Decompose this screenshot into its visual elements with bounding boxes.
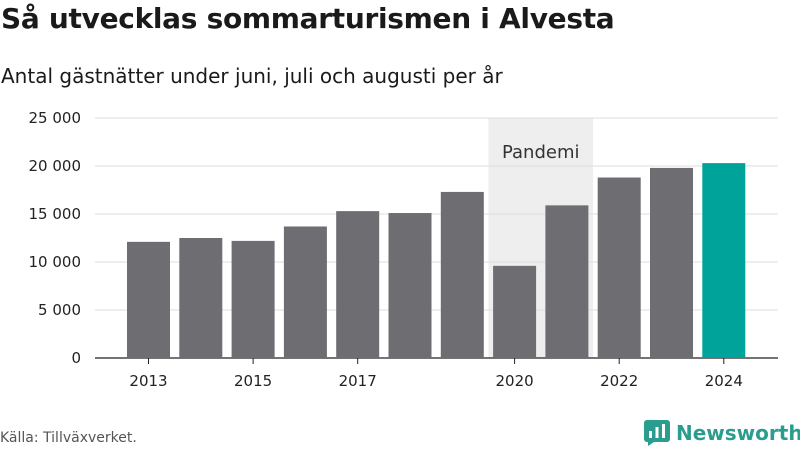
y-tick-label: 25 000 xyxy=(29,109,82,127)
bar-2022 xyxy=(597,177,641,358)
bar-2024 xyxy=(702,163,746,358)
y-tick-label: 10 000 xyxy=(29,253,82,271)
y-tick-label: 15 000 xyxy=(29,205,82,223)
bar-2016 xyxy=(283,226,327,358)
x-tick-label: 2024 xyxy=(705,372,743,390)
x-tick-label: 2013 xyxy=(129,372,167,390)
x-tick-label: 2015 xyxy=(234,372,272,390)
bar-2017 xyxy=(336,211,380,358)
chart-subtitle: Antal gästnätter under juni, juli och au… xyxy=(1,64,503,88)
logo-text: Newsworthy xyxy=(676,421,800,445)
bar-2013 xyxy=(127,241,170,358)
y-tick-label: 0 xyxy=(71,349,81,367)
x-tick-label: 2020 xyxy=(496,372,534,390)
source-note: Källa: Tillväxverket. xyxy=(0,430,137,446)
bar-2020 xyxy=(493,265,537,358)
bar-2018 xyxy=(388,213,432,358)
newsworthy-logo: Newsworthy xyxy=(644,420,800,446)
y-tick-label: 20 000 xyxy=(29,157,82,175)
bar-2023 xyxy=(650,167,693,358)
pandemic-band-label: Pandemi xyxy=(502,142,580,163)
newsworthy-logo-icon xyxy=(644,420,670,446)
x-tick-label: 2017 xyxy=(339,372,377,390)
bar-2021 xyxy=(545,205,589,358)
x-tick-label: 2022 xyxy=(600,372,638,390)
chart-title: Så utvecklas sommarturismen i Alvesta xyxy=(1,2,615,35)
y-tick-label: 5 000 xyxy=(38,301,81,319)
bar-2015 xyxy=(231,240,275,358)
bar-2019 xyxy=(440,191,484,358)
bar-2014 xyxy=(179,238,223,358)
